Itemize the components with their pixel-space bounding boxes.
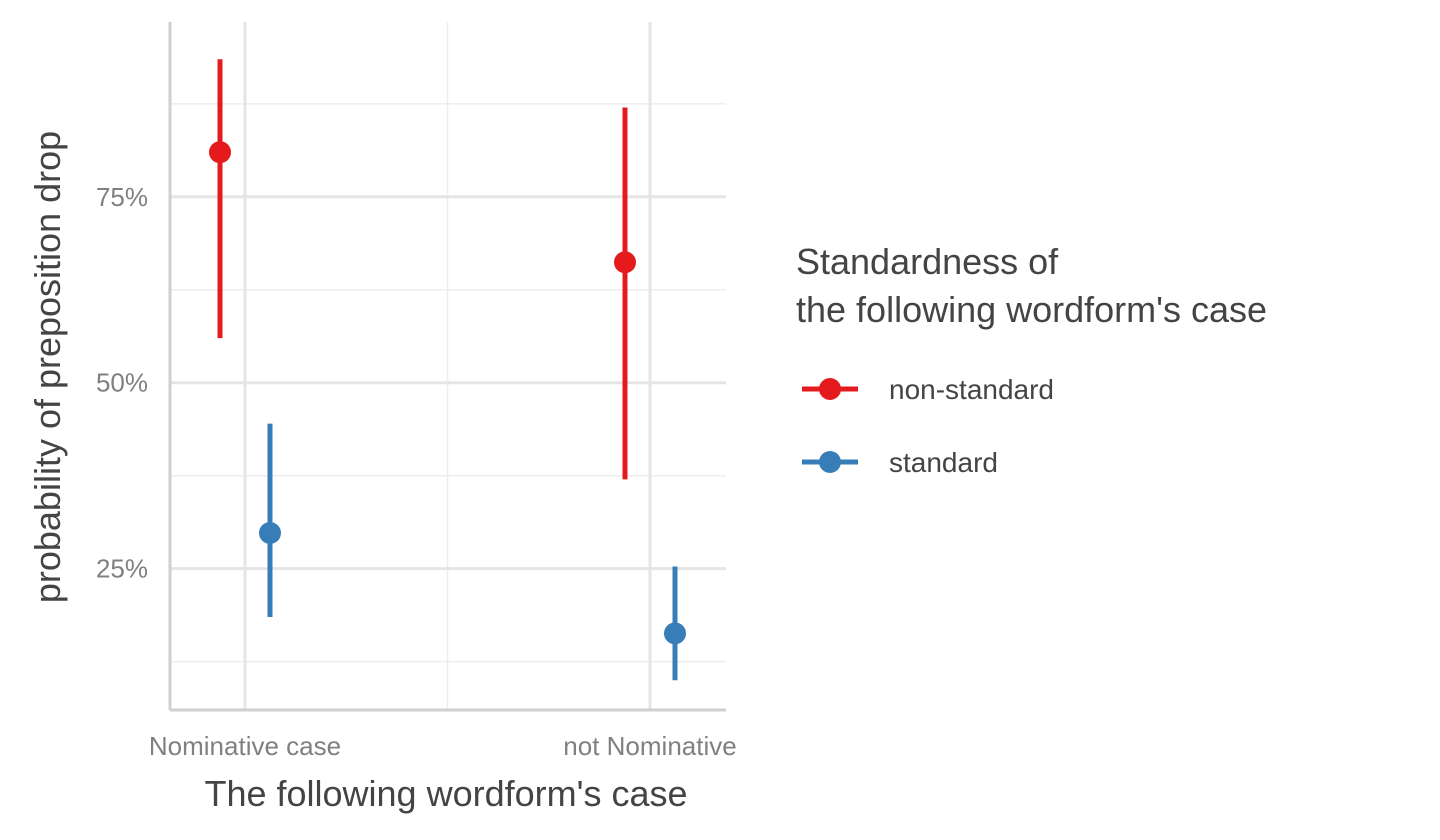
legend-title: Standardness of the following wordform's… [796, 241, 1267, 330]
legend-label: standard [889, 447, 998, 478]
legend-key-point [819, 451, 841, 473]
legend-title-line-1: Standardness of [796, 241, 1059, 282]
legend-key-point [819, 378, 841, 400]
x-tick-label: not Nominative [563, 731, 736, 761]
major-gridlines [170, 22, 726, 710]
y-tick-label: 75% [96, 182, 148, 212]
minor-gridlines [170, 22, 726, 710]
y-tick-label: 50% [96, 368, 148, 398]
y-tick-label: 25% [96, 554, 148, 584]
data-point [614, 251, 636, 274]
y-tick-labels: 25% 50% 75% [96, 182, 148, 584]
x-tick-labels: Nominative case not Nominative [149, 731, 737, 761]
data-point [209, 141, 231, 164]
legend-items: non-standard standard [802, 374, 1054, 478]
data-point [664, 622, 686, 645]
x-axis-title: The following wordform's case [204, 773, 687, 814]
data-point [259, 521, 281, 544]
y-axis-title: probability of preposition drop [27, 131, 68, 603]
legend-label: non-standard [889, 374, 1054, 405]
axis-lines [168, 22, 726, 712]
legend: Standardness of the following wordform's… [796, 241, 1267, 478]
x-tick-label: Nominative case [149, 731, 341, 761]
data-marks [209, 59, 686, 681]
legend-title-line-2: the following wordform's case [796, 289, 1267, 330]
